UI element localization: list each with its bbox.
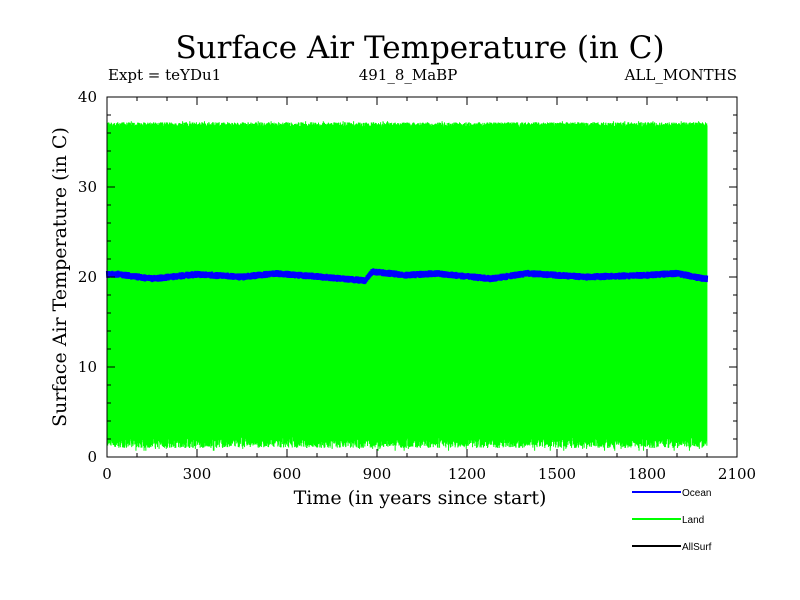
experiment-label: Expt = teYDu1 (108, 66, 221, 84)
y-tick-label: 40 (78, 88, 97, 106)
ocean-series-line (105, 268, 709, 285)
x-tick-label: 600 (273, 465, 302, 483)
chart-title: Surface Air Temperature (in C) (175, 30, 664, 66)
legend-label-ocean: Ocean (682, 488, 711, 499)
x-axis-label: Time (in years since start) (294, 487, 547, 509)
legend-label-allsurf: AllSurf (682, 542, 712, 553)
x-tick-label: 1500 (538, 465, 576, 483)
y-tick-labels: 0 10 20 30 40 (78, 88, 97, 466)
y-axis-label: Surface Air Temperature (in C) (49, 127, 71, 427)
months-label: ALL_MONTHS (624, 66, 737, 84)
legend: Ocean Land AllSurf (632, 488, 712, 553)
x-tick-labels: 0 300 600 900 1200 1500 1800 2100 (102, 465, 756, 483)
x-tick-label: 1200 (448, 465, 486, 483)
y-tick-label: 0 (87, 448, 97, 466)
y-tick-label: 10 (78, 358, 97, 376)
y-tick-label: 20 (78, 268, 97, 286)
x-tick-label: 1800 (628, 465, 666, 483)
x-tick-label: 0 (102, 465, 112, 483)
x-tick-label: 2100 (718, 465, 756, 483)
land-series-line (106, 121, 708, 451)
y-tick-label: 30 (78, 178, 97, 196)
axes (106, 96, 738, 458)
x-tick-label: 900 (363, 465, 392, 483)
legend-label-land: Land (682, 515, 704, 526)
x-tick-label: 300 (183, 465, 212, 483)
period-label: 491_8_MaBP (359, 66, 458, 84)
plot-series (105, 121, 709, 451)
